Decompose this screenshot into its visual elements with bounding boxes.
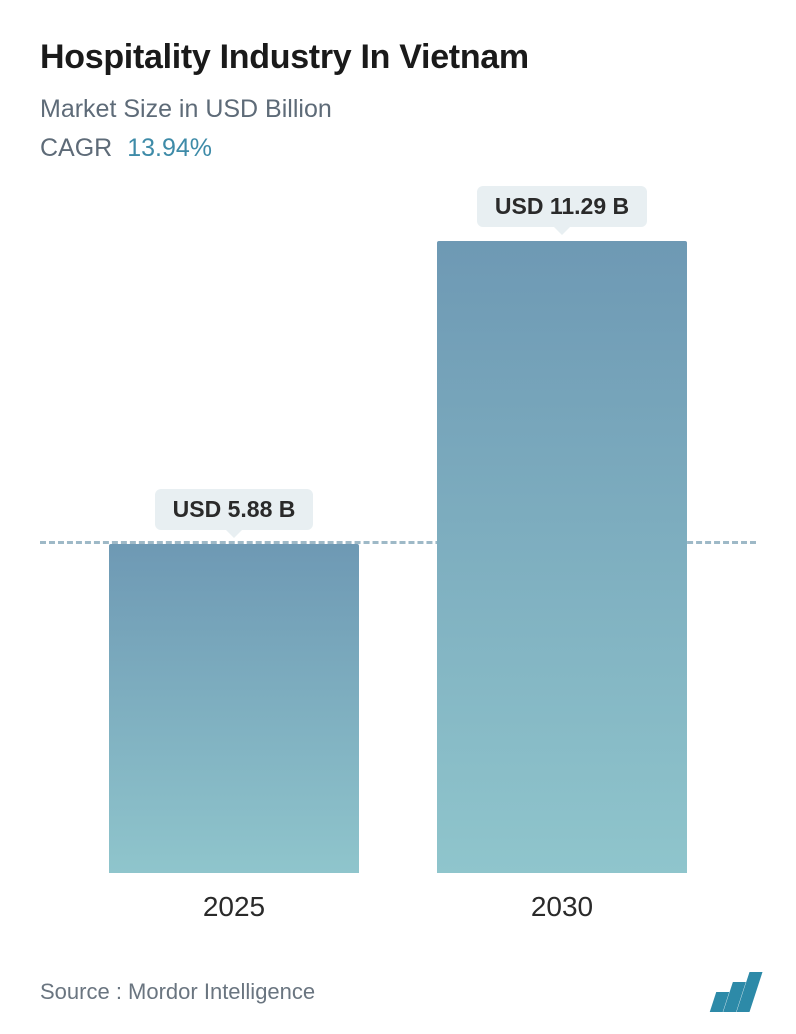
- chart-title: Hospitality Industry In Vietnam: [40, 38, 756, 77]
- x-axis-label: 2025: [104, 891, 364, 923]
- cagr-label: CAGR: [40, 134, 112, 162]
- bar-group: USD 11.29 B: [432, 186, 692, 873]
- chart-footer: Source : Mordor Intelligence: [40, 972, 756, 1012]
- bars-group: USD 5.88 B USD 11.29 B: [40, 183, 756, 873]
- bar-value-label: USD 5.88 B: [155, 489, 314, 530]
- cagr-line: CAGR 13.94%: [40, 134, 756, 163]
- x-axis-labels: 2025 2030: [40, 873, 756, 923]
- chart-container: Hospitality Industry In Vietnam Market S…: [0, 0, 796, 1034]
- bar: [109, 544, 359, 873]
- chart-subtitle: Market Size in USD Billion: [40, 95, 756, 124]
- brand-logo-icon: [713, 972, 756, 1012]
- cagr-value: 13.94%: [127, 134, 212, 162]
- x-axis-label: 2030: [432, 891, 692, 923]
- bar-group: USD 5.88 B: [104, 489, 364, 873]
- source-text: Source : Mordor Intelligence: [40, 979, 315, 1005]
- chart-area: USD 5.88 B USD 11.29 B: [40, 183, 756, 873]
- bar: [437, 241, 687, 873]
- bar-value-label: USD 11.29 B: [477, 186, 647, 227]
